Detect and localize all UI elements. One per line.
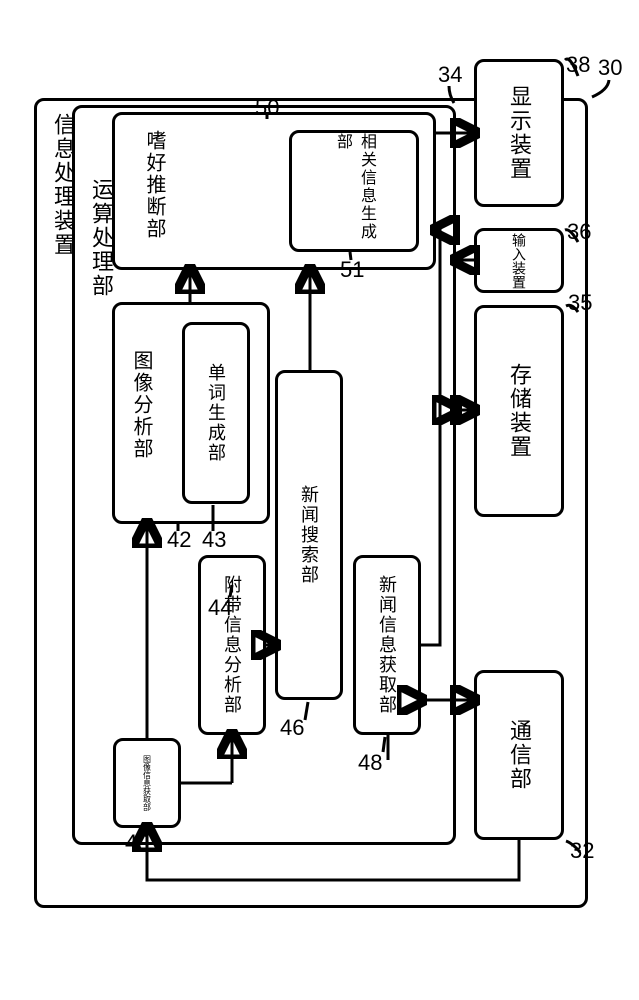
ref-43: 43 xyxy=(202,527,226,553)
ref-46: 46 xyxy=(280,715,304,741)
input-label: 输入装置 xyxy=(509,233,529,289)
news-acq-label: 新闻信息获取部 xyxy=(374,575,400,715)
comm-box: 通信部 xyxy=(474,670,564,840)
ref-36: 36 xyxy=(567,219,591,245)
storage-label: 存储装置 xyxy=(503,363,535,459)
img-acq-box: 图像信息获取部 xyxy=(113,738,181,828)
ref-35: 35 xyxy=(568,290,592,316)
news-search-label: 新闻搜索部 xyxy=(296,485,322,585)
img-analysis-label: 图像分析部 xyxy=(127,350,156,460)
pref-infer-label: 嗜好推断部 xyxy=(140,130,169,240)
ref-30: 30 xyxy=(598,55,622,81)
ref-51: 51 xyxy=(340,257,364,283)
img-acq-label: 图像信息获取部 xyxy=(142,755,153,811)
ref-44: 44 xyxy=(208,595,232,621)
ref-48: 48 xyxy=(358,750,382,776)
ref-50: 50 xyxy=(255,95,279,121)
rel-info-label: 相关信息生成部 xyxy=(330,133,378,249)
news-search-box: 新闻搜索部 xyxy=(275,370,343,700)
display-box: 显示装置 xyxy=(474,59,564,207)
rel-info-box: 相关信息生成部 xyxy=(289,130,419,252)
ref-42: 42 xyxy=(167,527,191,553)
news-acq-box: 新闻信息获取部 xyxy=(353,555,421,735)
ref-40: 40 xyxy=(125,830,149,856)
word-gen-box: 单词生成部 xyxy=(182,322,250,504)
word-gen-label: 单词生成部 xyxy=(203,363,229,463)
ref-38: 38 xyxy=(566,52,590,78)
comm-label: 通信部 xyxy=(503,719,535,791)
att-info-box: 附带信息分析部 xyxy=(198,555,266,735)
ref-34: 34 xyxy=(438,62,462,88)
display-label: 显示装置 xyxy=(503,85,535,181)
ref-32: 32 xyxy=(570,838,594,864)
storage-box: 存储装置 xyxy=(474,305,564,517)
input-box: 输入装置 xyxy=(474,228,564,293)
